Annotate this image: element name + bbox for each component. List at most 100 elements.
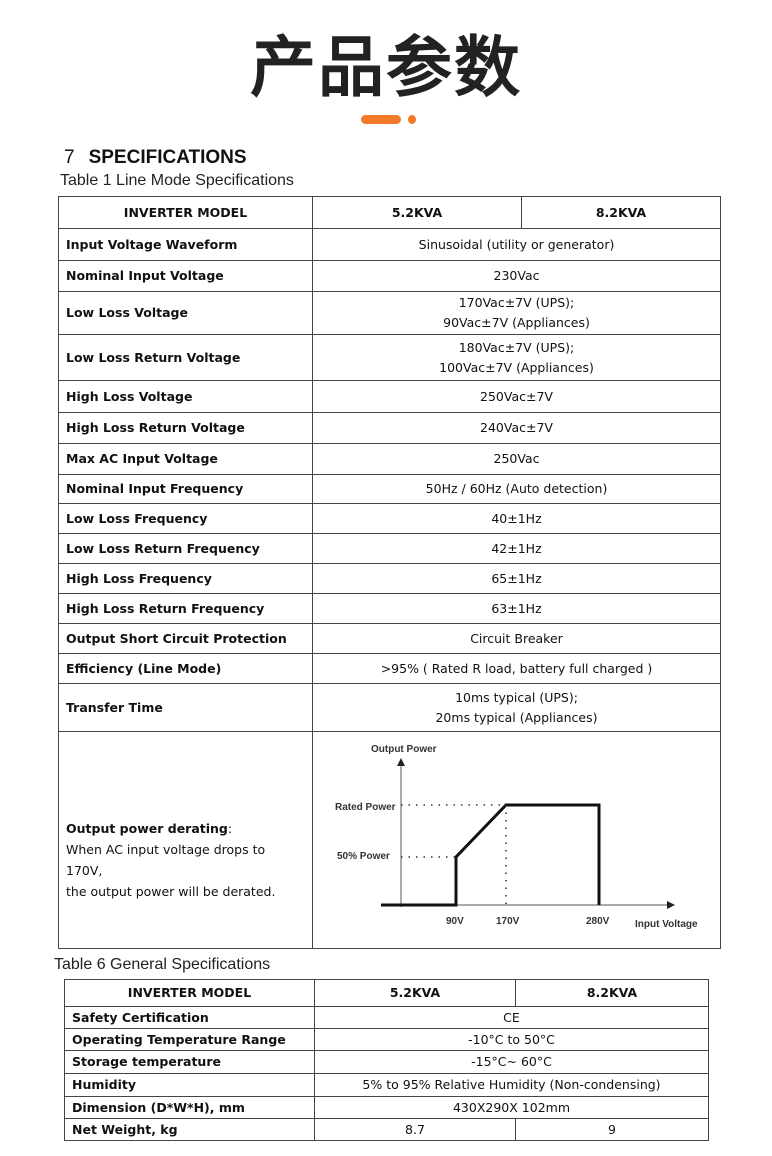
table-row: Max AC Input Voltage 250Vac (58, 443, 721, 475)
row-label: Low Loss Return Frequency (58, 533, 313, 564)
row-label: Storage temperature (64, 1050, 315, 1074)
table-row: Safety Certification CE (64, 1006, 709, 1029)
row-value: Circuit Breaker (312, 623, 721, 654)
derating-label: Output power derating (66, 821, 228, 836)
row-value-line: 63±1Hz (491, 600, 542, 616)
row-label: High Loss Voltage (58, 380, 313, 413)
table-header-row: INVERTER MODEL 5.2KVA 8.2KVA (58, 196, 721, 229)
table-row: Transfer Time 10ms typical (UPS); 20ms typ… (58, 683, 721, 732)
table-row: Low Loss Frequency 40±1Hz (58, 503, 721, 534)
y-axis-label: Output Power (371, 744, 437, 755)
table-row: Net Weight, kg 8.7 9 (64, 1118, 709, 1141)
row-label: High Loss Frequency (58, 563, 313, 594)
row-value-line: 100Vac±7V (Appliances) (439, 359, 594, 375)
y-axis-arrow (397, 758, 405, 766)
row-value: 170Vac±7V (UPS); 90Vac±7V (Appliances) (312, 291, 721, 335)
row-value-line: 50Hz / 60Hz (Auto detection) (425, 481, 608, 496)
row-value-line: 170Vac±7V (UPS); (458, 295, 575, 310)
table-row: Humidity 5% to 95% Relative Humidity (Non… (64, 1073, 709, 1097)
row-value: 250Vac±7V (312, 380, 721, 413)
row-label: Safety Certification (64, 1006, 315, 1029)
x-tick-170: 170V (496, 916, 520, 927)
section-title: SPECIFICATIONS (88, 147, 247, 168)
header-5kva: 5.2KVA (314, 979, 516, 1007)
derating-desc-2: the output power will be derated. (66, 884, 276, 899)
row-label: Net Weight, kg (64, 1118, 315, 1141)
table-row: Dimension (D*W*H), mm 430X290X 102mm (64, 1096, 709, 1119)
row-label: Max AC Input Voltage (58, 443, 313, 475)
row-value: Sinusoidal (utility or generator) (312, 228, 721, 261)
row-value-line: 65±1Hz (491, 570, 542, 586)
row-value-line: 40±1Hz (491, 510, 542, 526)
accent-dash (361, 115, 401, 124)
row-value: 10ms typical (UPS); 20ms typical (Applian… (312, 683, 721, 732)
row-value: 5% to 95% Relative Humidity (Non-condens… (314, 1073, 709, 1097)
page-title: 产品参数 (250, 29, 522, 106)
row-value: 42±1Hz (312, 533, 721, 564)
table-row: Low Loss Return Voltage 180Vac±7V (UPS); 1… (58, 334, 721, 381)
row-value: 65±1Hz (312, 563, 721, 594)
row-label: Nominal Input Frequency (58, 474, 313, 504)
table-row: Low Loss Voltage 170Vac±7V (UPS); 90Vac±7V… (58, 291, 721, 335)
line-mode-table: INVERTER MODEL 5.2KVA 8.2KVA Input Volta… (58, 196, 721, 949)
x-tick-90: 90V (446, 916, 464, 927)
row-value-line: Sinusoidal (utility or generator) (418, 236, 615, 252)
y-tick-rated: Rated Power (335, 802, 396, 813)
table-row: Output Short Circuit Protection Circuit B… (58, 623, 721, 654)
row-value: >95% ( Rated R load, battery full charge… (312, 653, 721, 684)
row-value: 230Vac (312, 260, 721, 292)
row-label: Efficiency (Line Mode) (58, 653, 313, 684)
table-row: Low Loss Return Frequency 42±1Hz (58, 533, 721, 564)
row-value: 40±1Hz (312, 503, 721, 534)
x-tick-280: 280V (586, 916, 610, 927)
header-8kva: 8.2KVA (515, 979, 709, 1007)
section-heading: 7 SPECIFICATIONS (64, 147, 247, 169)
row-value-line: 250Vac (493, 451, 540, 466)
general-spec-table: INVERTER MODEL 5.2KVA 8.2KVA Safety Cert… (64, 979, 709, 1141)
row-value: -15°C~ 60°C (314, 1050, 709, 1074)
derating-colon: : (227, 821, 233, 836)
row-value: 240Vac±7V (312, 412, 721, 444)
row-value: 63±1Hz (312, 593, 721, 624)
table-row: Efficiency (Line Mode) >95% ( Rated R loa… (58, 653, 721, 684)
header-model: INVERTER MODEL (64, 979, 315, 1007)
row-label: Low Loss Voltage (58, 291, 313, 335)
row-value: 430X290X 102mm (314, 1096, 709, 1119)
row-value-line: 10ms typical (UPS); (455, 689, 578, 705)
row-label: Output Short Circuit Protection (58, 623, 313, 654)
row-value-line: 180Vac±7V (UPS); (458, 339, 575, 355)
row-value-line: 240Vac±7V (480, 420, 553, 435)
row-label: Transfer Time (58, 683, 313, 732)
derating-curve (381, 803, 601, 907)
row-value-line: 90Vac±7V (Appliances) (443, 315, 590, 330)
table-row: Input Voltage Waveform Sinusoidal (utilit… (58, 228, 721, 261)
row-value: -10°C to 50°C (314, 1028, 709, 1051)
section-number: 7 (64, 147, 75, 168)
row-value: 8.7 (314, 1118, 516, 1141)
row-label: Input Voltage Waveform (58, 228, 313, 261)
derating-chart: Output Power Input Voltage 50% Power Rat… (335, 744, 698, 930)
table-row: High Loss Frequency 65±1Hz (58, 563, 721, 594)
row-value-line: 20ms typical (Appliances) (435, 709, 598, 725)
derating-desc-1: When AC input voltage drops to 170V, (66, 842, 266, 878)
table-row: Nominal Input Frequency 50Hz / 60Hz (Auto… (58, 474, 721, 504)
derating-row: Output power derating: When AC input vol… (58, 731, 721, 949)
row-label: Low Loss Frequency (58, 503, 313, 534)
table-row: High Loss Return Voltage 240Vac±7V (58, 412, 721, 444)
row-label: Nominal Input Voltage (58, 260, 313, 292)
x-axis-arrow (667, 901, 675, 909)
table-row: Operating Temperature Range -10°C to 50°C (64, 1028, 709, 1051)
row-value-line: 250Vac±7V (480, 388, 553, 404)
row-label: Dimension (D*W*H), mm (64, 1096, 315, 1119)
table-row: High Loss Voltage 250Vac±7V (58, 380, 721, 413)
header-model: INVERTER MODEL (58, 196, 313, 229)
row-value-line: 230Vac (493, 268, 540, 283)
row-value-line: 42±1Hz (491, 540, 542, 556)
row-value-line: >95% ( Rated R load, battery full charge… (380, 660, 653, 676)
table-row: Storage temperature -15°C~ 60°C (64, 1050, 709, 1074)
row-value: 180Vac±7V (UPS); 100Vac±7V (Appliances) (312, 334, 721, 381)
table1-caption: Table 1 Line Mode Specifications (60, 172, 294, 189)
row-label: Low Loss Return Voltage (58, 334, 313, 381)
row-value: 250Vac (312, 443, 721, 475)
row-value: 50Hz / 60Hz (Auto detection) (312, 474, 721, 504)
